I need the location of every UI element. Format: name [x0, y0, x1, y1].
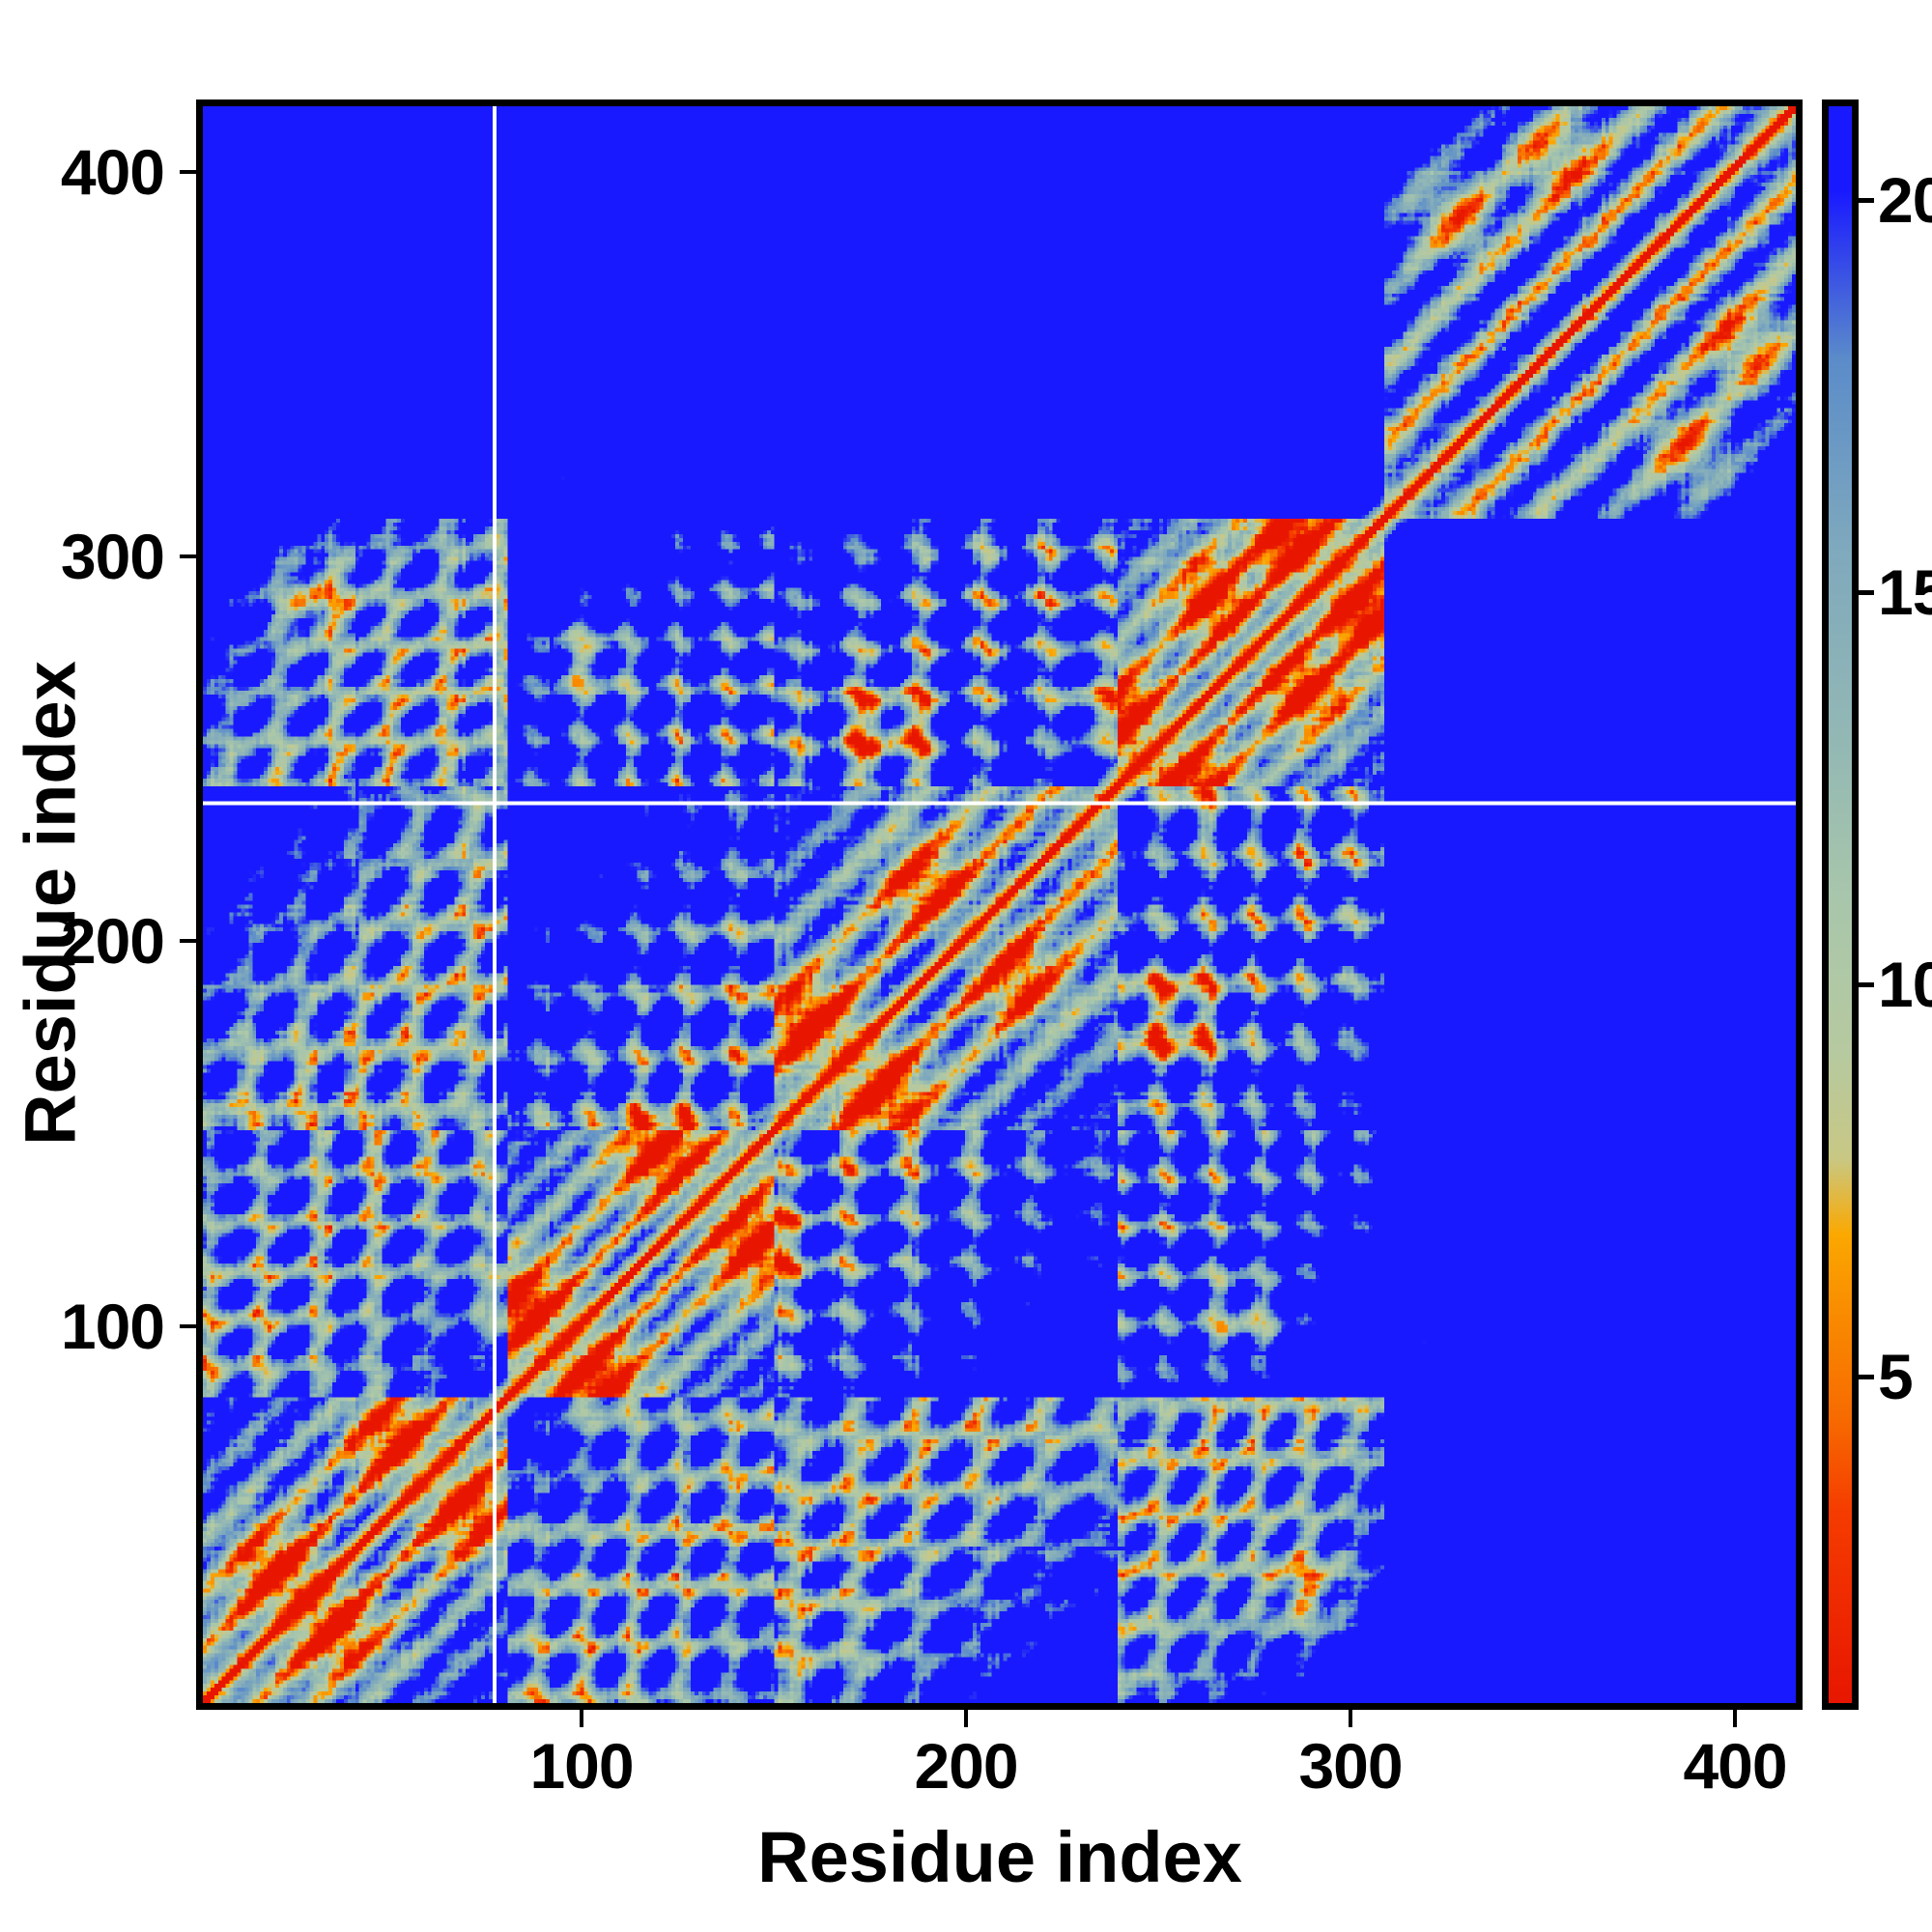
heatmap-plot-area	[196, 99, 1803, 1710]
x-axis-label: Residue index	[757, 1817, 1242, 1897]
colorbar-tick-20	[1859, 198, 1874, 203]
y-tick-100	[180, 1324, 197, 1328]
colorbar-tick-15	[1859, 590, 1874, 595]
y-tick-300	[180, 554, 197, 558]
colorbar-tick-5	[1859, 1375, 1874, 1379]
x-tick-100	[580, 1710, 583, 1727]
y-tick-label-400: 400	[60, 136, 165, 208]
x-tick-label-100: 100	[529, 1730, 634, 1802]
y-tick-200	[180, 939, 197, 943]
colorbar-tick-10	[1859, 982, 1874, 987]
y-tick-label-100: 100	[60, 1291, 165, 1362]
x-tick-label-400: 400	[1683, 1730, 1787, 1802]
colorbar	[1822, 99, 1859, 1710]
y-axis-label: Residue index	[10, 661, 91, 1146]
colorbar-label-20: 20	[1878, 164, 1932, 236]
colorbar-label-5: 5	[1878, 1341, 1914, 1412]
y-tick-400	[180, 170, 197, 174]
x-tick-200	[964, 1710, 968, 1727]
x-tick-label-300: 300	[1298, 1730, 1403, 1802]
colorbar-gradient	[1829, 106, 1852, 1703]
x-tick-label-200: 200	[914, 1730, 1018, 1802]
x-tick-300	[1349, 1710, 1352, 1727]
colorbar-label-15: 15	[1878, 556, 1932, 628]
y-tick-label-200: 200	[60, 905, 165, 977]
y-tick-label-300: 300	[60, 521, 165, 592]
x-tick-400	[1733, 1710, 1737, 1727]
colorbar-label-10: 10	[1878, 949, 1932, 1020]
distance-matrix-heatmap	[203, 106, 1796, 1703]
